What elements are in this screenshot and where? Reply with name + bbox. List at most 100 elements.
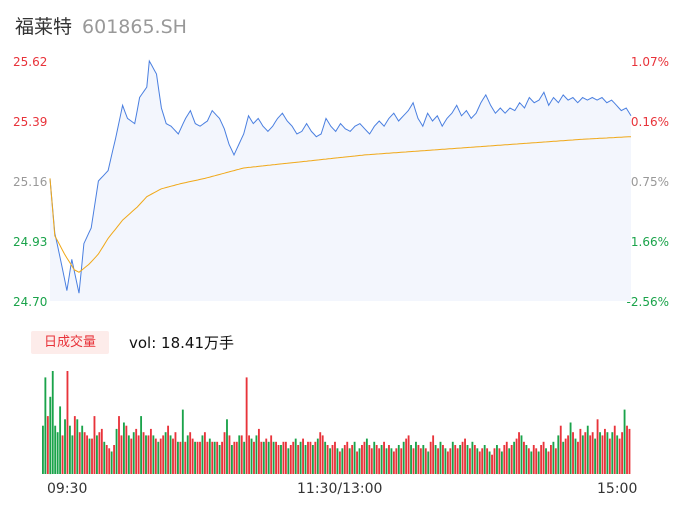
volume-bar xyxy=(351,445,354,474)
volume-bar xyxy=(265,438,268,474)
volume-bar xyxy=(358,448,361,475)
volume-bar xyxy=(469,448,471,475)
volume-bar xyxy=(496,445,498,474)
volume-bar xyxy=(267,441,270,474)
volume-bar xyxy=(338,451,341,474)
volume-bar xyxy=(142,432,145,474)
volume-bar xyxy=(73,416,76,474)
volume-label: vol: 18.41万手 xyxy=(129,334,234,352)
volume-bar xyxy=(594,438,597,474)
volume-bar xyxy=(149,428,152,474)
volume-bar xyxy=(446,451,449,474)
volume-bar xyxy=(552,441,555,474)
volume-bar xyxy=(572,432,574,474)
volume-bar xyxy=(44,377,47,474)
volume-bar xyxy=(515,438,518,474)
pct-tick-1: 0.16% xyxy=(630,115,669,129)
volume-bar xyxy=(419,448,422,475)
volume-bar xyxy=(238,435,241,474)
volume-bar xyxy=(42,425,44,474)
volume-bar xyxy=(392,451,395,474)
volume-bar xyxy=(373,441,376,474)
volume-bar xyxy=(542,441,545,474)
volume-bar xyxy=(230,445,233,474)
volume-bar xyxy=(226,419,228,474)
volume-bar xyxy=(429,441,432,474)
volume-bar xyxy=(69,425,71,474)
volume-bar xyxy=(545,448,547,475)
volume-bar xyxy=(174,432,177,474)
volume-bar xyxy=(194,441,197,474)
volume-bar xyxy=(577,441,579,474)
volume-bar xyxy=(348,448,351,475)
volume-bar xyxy=(415,441,417,474)
volume-bar xyxy=(378,448,381,475)
volume-bar xyxy=(115,428,118,474)
volume-bar xyxy=(368,445,371,474)
volume-bar xyxy=(46,416,49,474)
volume-bar xyxy=(601,435,604,474)
volume-bar xyxy=(253,441,255,474)
volume-bar xyxy=(532,445,535,474)
volume-bar xyxy=(422,445,425,474)
volume-bar xyxy=(203,432,206,474)
volume-bar xyxy=(331,445,334,474)
volume-bar xyxy=(390,448,393,475)
volume-bar xyxy=(589,435,592,474)
volume-bar xyxy=(287,448,290,475)
volume-bar xyxy=(584,432,587,474)
volume-bar xyxy=(206,441,209,474)
volume-bar xyxy=(257,428,260,474)
volume-bar xyxy=(316,438,319,474)
volume-bar xyxy=(277,445,280,474)
volume-bar xyxy=(510,445,513,474)
volume-bar xyxy=(49,396,52,475)
volume-bar xyxy=(319,432,322,474)
volume-bar xyxy=(491,454,493,474)
price-area xyxy=(50,61,631,301)
volume-bar xyxy=(294,438,297,474)
volume-bar xyxy=(299,441,302,474)
volume-bar xyxy=(449,448,452,475)
volume-bar xyxy=(459,445,462,474)
volume-bar xyxy=(400,448,403,475)
volume-bar xyxy=(451,441,454,474)
volume-bar xyxy=(292,441,295,474)
volume-bar xyxy=(611,432,614,474)
volume-bar xyxy=(120,435,123,474)
volume-bar xyxy=(137,435,140,474)
volume-bar xyxy=(500,451,503,474)
volume-bar xyxy=(103,441,106,474)
volume-bar xyxy=(216,441,219,474)
volume-bar xyxy=(417,445,420,474)
volume-bar xyxy=(199,441,201,474)
volume-bar xyxy=(260,441,263,474)
volume-bar xyxy=(289,445,292,474)
volume-bar xyxy=(127,435,130,474)
volume-bar xyxy=(66,371,69,474)
volume-bar xyxy=(159,438,162,474)
volume-bar xyxy=(91,438,93,474)
volume-bar xyxy=(56,432,59,474)
volume-bar xyxy=(454,445,457,474)
volume-bar xyxy=(302,438,304,474)
volume-bar xyxy=(321,435,324,474)
volume-bar xyxy=(309,441,312,474)
volume-bar xyxy=(626,425,628,474)
volume-bar xyxy=(527,448,530,475)
price-tick-4: 24.70 xyxy=(13,295,48,309)
pct-tick-2: -0.75% xyxy=(626,175,669,189)
volume-bar xyxy=(218,445,221,474)
volume-bar xyxy=(191,438,194,474)
volume-bar xyxy=(432,435,435,474)
volume-bar xyxy=(122,422,125,474)
volume-bar xyxy=(186,435,189,474)
volume-bar xyxy=(61,435,64,474)
daily-volume-tab[interactable]: 日成交量 xyxy=(31,331,109,354)
price-line xyxy=(49,59,632,294)
volume-bar xyxy=(164,432,167,474)
volume-bar xyxy=(579,428,582,474)
volume-bar xyxy=(481,448,484,475)
volume-bar xyxy=(567,435,570,474)
volume-bar xyxy=(375,445,378,474)
